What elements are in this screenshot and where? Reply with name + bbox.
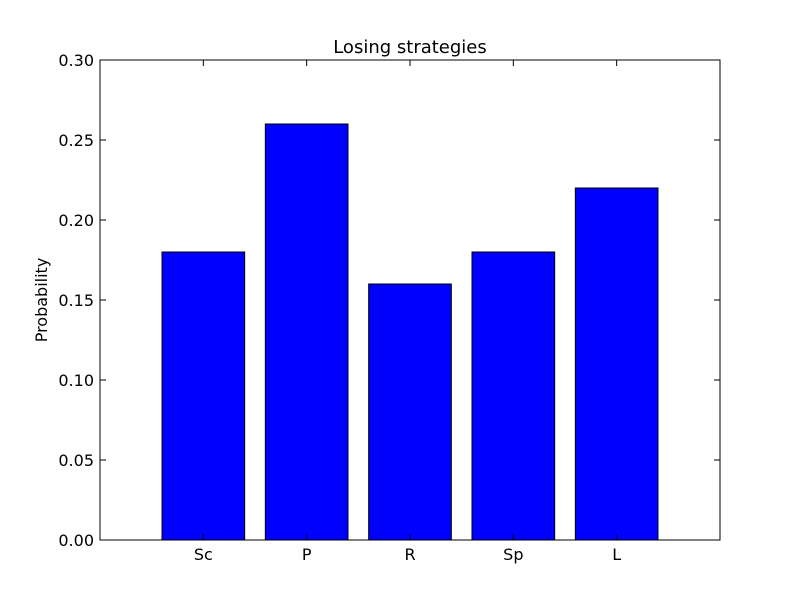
bar-sc — [161, 251, 246, 541]
x-tick-label: L — [612, 545, 621, 564]
y-tick-label: 0.30 — [58, 51, 94, 70]
plot-frame — [99, 59, 721, 541]
y-axis-label: Probability — [32, 258, 51, 343]
y-tick-label: 0.05 — [58, 451, 94, 470]
y-tick-label: 0.25 — [58, 131, 94, 150]
y-tick-label: 0.20 — [58, 211, 94, 230]
chart-title: Losing strategies — [333, 37, 487, 58]
x-tick-label: R — [404, 545, 415, 564]
y-tick-label: 0.00 — [58, 531, 94, 550]
y-tick-label: 0.10 — [58, 371, 94, 390]
x-tick-label: Sc — [194, 545, 213, 564]
bars-layer — [161, 123, 659, 541]
x-tick-label: Sp — [503, 545, 523, 564]
x-tick-label: P — [302, 545, 312, 564]
bar-sp — [471, 251, 556, 541]
ticks-layer: Sc P R Sp L 0.00 0.05 0.10 0.15 0.20 0.25 0.30 — [58, 51, 720, 564]
bar-l — [574, 187, 659, 541]
bar-p — [264, 123, 349, 541]
y-tick-label: 0.15 — [58, 291, 94, 310]
bar-r — [368, 283, 452, 541]
